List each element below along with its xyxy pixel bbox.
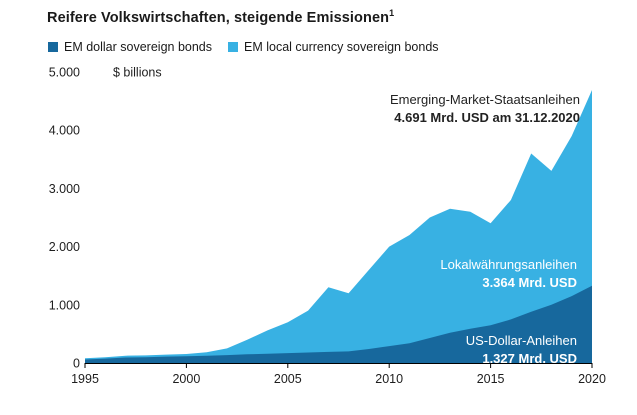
x-tick-label: 2005: [274, 372, 302, 386]
annotation-total: Emerging-Market-Staatsanleihen 4.691 Mrd…: [390, 91, 580, 127]
annotation-total-line2: 4.691 Mrd. USD am 31.12.2020: [394, 110, 580, 126]
y-tick-label: 5.000: [49, 66, 80, 80]
legend-swatch-local: [228, 42, 238, 52]
x-tick-label: 2000: [172, 372, 200, 386]
annotation-total-line1: Emerging-Market-Staatsanleihen: [389, 92, 580, 107]
x-tick-label: 2020: [578, 372, 606, 386]
legend-item-dollar: EM dollar sovereign bonds: [48, 40, 212, 54]
annotation-dollar-line2: 1.327 Mrd. USD: [482, 351, 577, 367]
legend-item-local: EM local currency sovereign bonds: [228, 40, 439, 54]
footnote-marker: 1: [389, 8, 395, 18]
annotation-local-currency: Lokalwährungsanleihen 3.364 Mrd. USD: [440, 256, 577, 292]
y-tick-label: 1.000: [49, 298, 80, 312]
legend-swatch-dollar: [48, 42, 58, 52]
y-tick-label: 3.000: [49, 182, 80, 196]
legend: EM dollar sovereign bonds EM local curre…: [48, 40, 455, 54]
area-local-currency-bonds: [85, 90, 592, 363]
x-tick-label: 1995: [71, 372, 99, 386]
y-tick-label: 0: [73, 357, 80, 371]
legend-label-local: EM local currency sovereign bonds: [244, 40, 439, 54]
x-tick-label: 2010: [375, 372, 403, 386]
annotation-local-line1: Lokalwährungsanleihen: [440, 257, 577, 272]
chart-title-text: Reifere Volkswirtschaften, steigende Emi…: [47, 9, 390, 26]
x-tick-label: 2015: [477, 372, 505, 386]
y-tick-label: 4.000: [49, 124, 80, 138]
y-axis-unit-label: $ billions: [113, 66, 162, 80]
chart-title: Reifere Volkswirtschaften, steigende Emi…: [47, 8, 394, 26]
area-dollar-bonds: [85, 285, 592, 363]
annotation-dollar-line1: US-Dollar-Anleihen: [465, 333, 577, 348]
y-tick-label: 2.000: [49, 240, 80, 254]
annotation-local-line2: 3.364 Mrd. USD: [482, 275, 577, 291]
legend-label-dollar: EM dollar sovereign bonds: [64, 40, 212, 54]
annotation-dollar: US-Dollar-Anleihen 1.327 Mrd. USD: [466, 332, 577, 368]
